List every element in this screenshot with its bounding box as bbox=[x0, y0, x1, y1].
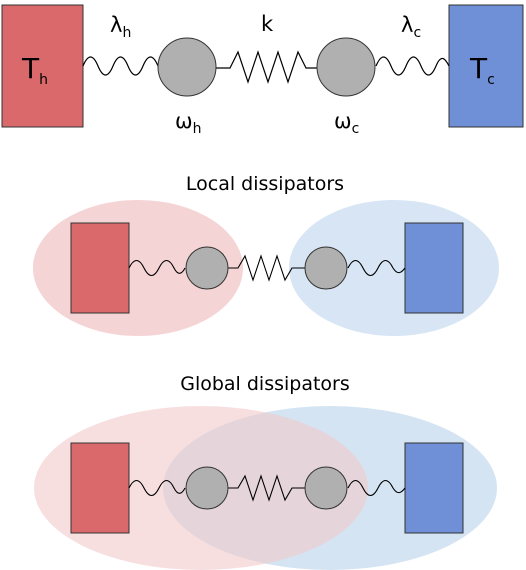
hot-bath-global bbox=[70, 442, 130, 534]
coupling-wire-hot-global bbox=[128, 479, 186, 497]
cold-bath-local bbox=[404, 222, 464, 314]
global-setup bbox=[34, 406, 497, 570]
frequency-cold-label: ωc bbox=[334, 109, 359, 137]
oscillator-cold-global bbox=[304, 466, 348, 510]
cold-bath-label: Tc bbox=[469, 52, 495, 88]
oscillator-hot bbox=[157, 37, 217, 97]
oscillator-hot-global bbox=[185, 466, 229, 510]
local-dissipators-title: Local dissipators bbox=[186, 173, 344, 195]
oscillator-hot-local bbox=[185, 246, 229, 290]
hot-bath-local bbox=[70, 222, 130, 314]
spring-constant-label: k bbox=[261, 12, 274, 36]
coupling-hot-label: λh bbox=[110, 13, 131, 41]
oscillator-cold bbox=[316, 37, 376, 97]
top-setup: Th Tc λh λc k ωh ωc bbox=[1, 4, 524, 137]
coupling-wire-cold bbox=[375, 56, 450, 76]
oscillator-cold-local bbox=[304, 246, 348, 290]
cold-bath-global bbox=[404, 442, 464, 534]
coupling-cold-label: λc bbox=[401, 13, 421, 41]
spring-local bbox=[228, 254, 306, 282]
hot-bath bbox=[1, 4, 84, 128]
hot-bath-label: Th bbox=[21, 52, 48, 88]
local-setup bbox=[33, 200, 499, 336]
coupling-wire-cold-global bbox=[347, 479, 406, 497]
coupling-wire-hot-local bbox=[128, 259, 186, 277]
frequency-hot-label: ωh bbox=[175, 109, 201, 137]
spring-global bbox=[228, 474, 306, 502]
spring bbox=[216, 50, 318, 84]
global-dissipators-title: Global dissipators bbox=[180, 373, 350, 395]
cold-bath bbox=[448, 4, 524, 128]
coupling-wire-hot bbox=[82, 56, 159, 76]
coupling-wire-cold-local bbox=[347, 259, 406, 277]
